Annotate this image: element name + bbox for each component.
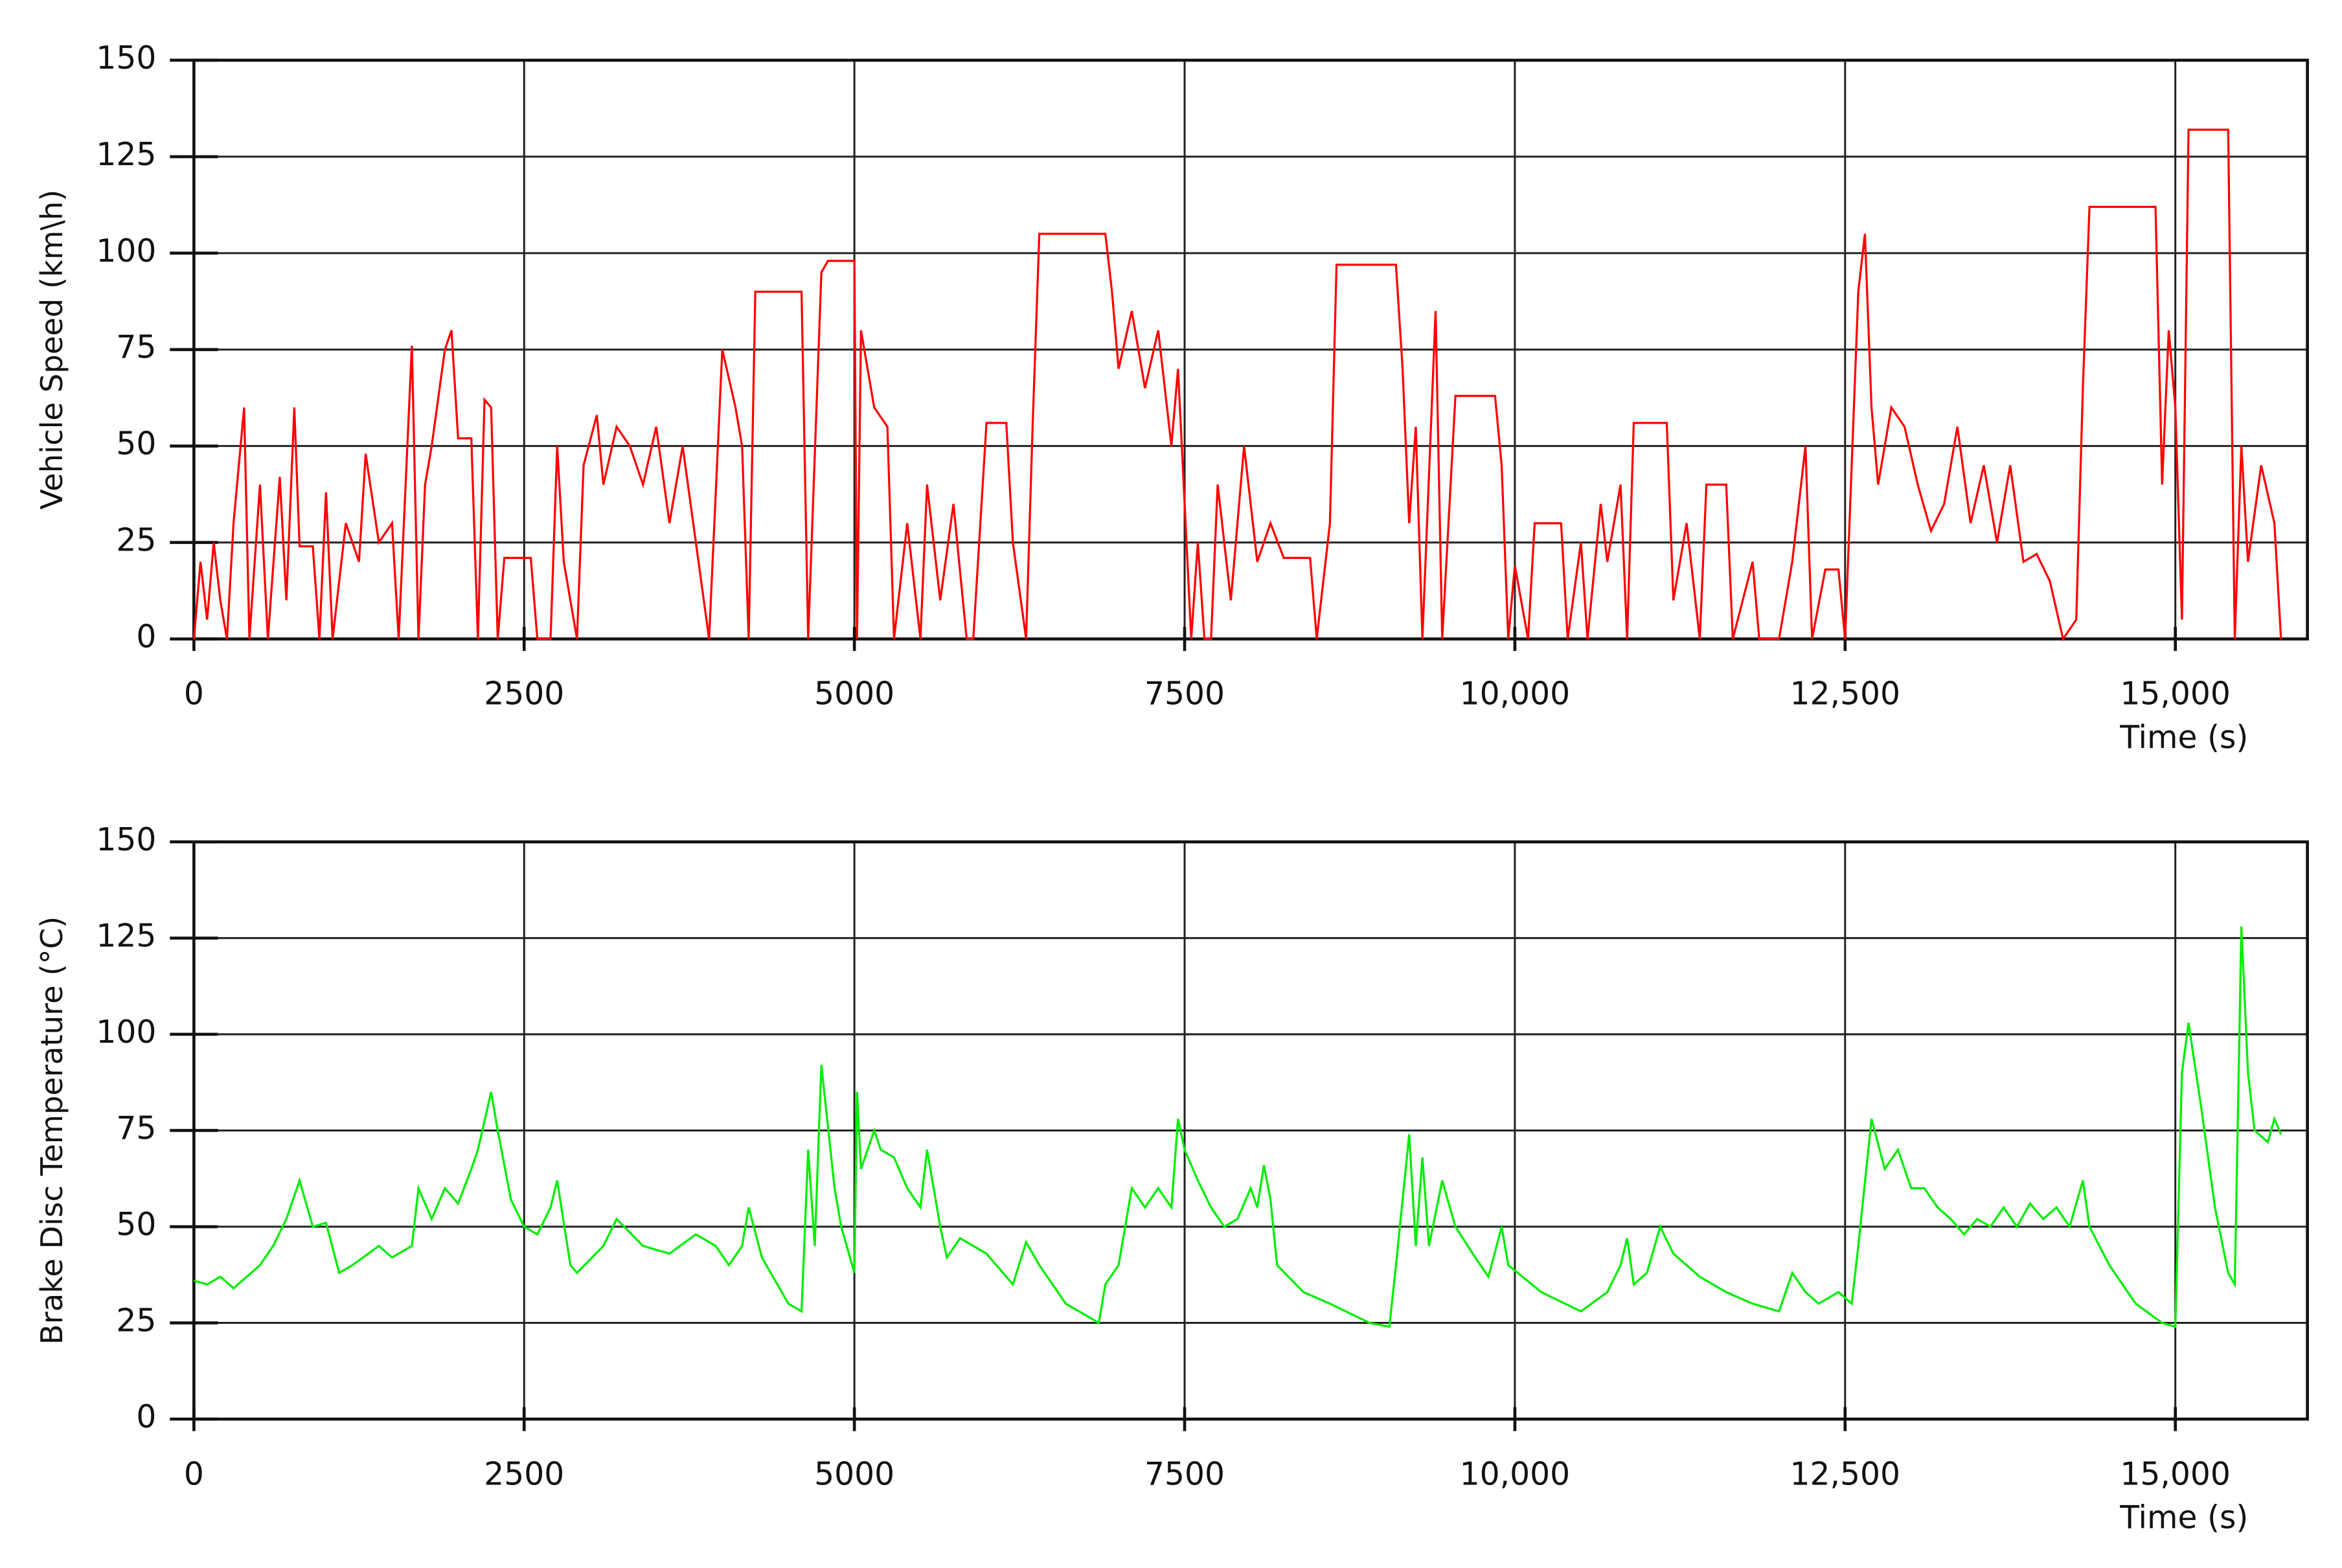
x-tick-label: 10,000 [1460, 676, 1570, 712]
x-tick-label: 5000 [814, 1456, 894, 1492]
y-tick-label: 0 [136, 1399, 156, 1435]
x-tick-label: 15,000 [2120, 676, 2230, 712]
y-tick-label: 50 [116, 1207, 156, 1243]
plot-frame [192, 840, 2309, 1421]
y-axis-label: Vehicle Speed (km\h) [34, 190, 69, 510]
y-tick-label: 0 [136, 619, 156, 655]
y-tick-label: 125 [96, 137, 156, 173]
x-axis-label: Time (s) [2119, 1500, 2248, 1536]
x-tick-label: 15,000 [2120, 1456, 2230, 1492]
x-tick-label: 2500 [484, 676, 564, 712]
x-tick-label: 5000 [814, 676, 894, 712]
y-tick-label: 25 [116, 1303, 156, 1339]
y-tick-label: 125 [96, 918, 156, 954]
x-tick-label: 2500 [484, 1456, 564, 1492]
x-tick-label: 7500 [1144, 1456, 1225, 1492]
x-axis-label: Time (s) [2119, 720, 2248, 756]
y-tick-label: 150 [96, 822, 156, 858]
y-tick-label: 25 [116, 523, 156, 559]
x-tick-label: 0 [184, 1456, 204, 1492]
plot-frame [192, 58, 2309, 641]
x-tick-label: 0 [184, 676, 204, 712]
x-tick-label: 12,500 [1790, 1456, 1900, 1492]
y-tick-label: 50 [116, 426, 156, 462]
y-tick-label: 100 [96, 233, 156, 269]
y-axis-label: Brake Disc Temperature (°C) [34, 916, 69, 1345]
x-tick-label: 12,500 [1790, 676, 1900, 712]
y-tick-label: 75 [116, 330, 156, 366]
data-line [192, 128, 2282, 642]
y-tick-label: 75 [116, 1110, 156, 1146]
x-tick-label: 7500 [1144, 676, 1225, 712]
data-line [193, 926, 2282, 1328]
y-tick-label: 150 [96, 40, 156, 76]
x-tick-label: 10,000 [1460, 1456, 1570, 1492]
y-tick-label: 100 [96, 1014, 156, 1051]
